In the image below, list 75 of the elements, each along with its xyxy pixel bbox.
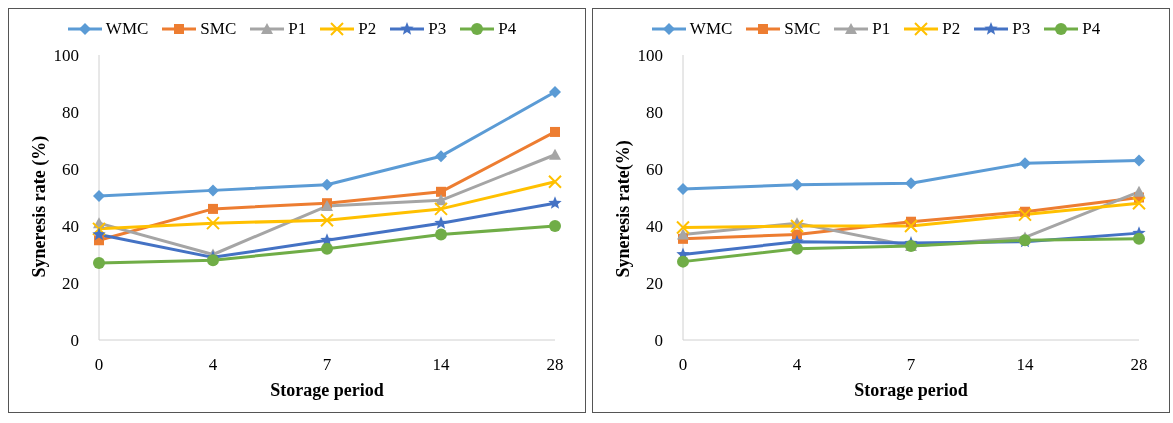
x-axis-title: Storage period: [270, 380, 384, 400]
x-tick-label: 28: [1130, 355, 1148, 375]
legend-label: P3: [428, 19, 447, 39]
y-tick-label: 100: [53, 46, 79, 66]
legend-label: P1: [288, 19, 307, 39]
point: [207, 184, 219, 197]
point: [905, 177, 917, 190]
point: [790, 219, 804, 233]
point: [548, 196, 562, 209]
point: [92, 227, 106, 241]
y-tick-label: 60: [646, 160, 663, 180]
x-axis-title: Storage period: [854, 380, 968, 400]
y-tick-label: 20: [646, 274, 663, 294]
point: [92, 221, 106, 236]
y-tick-label: 20: [62, 274, 79, 294]
point: [677, 228, 689, 240]
point: [677, 182, 689, 195]
x-tick-label: 14: [1016, 355, 1034, 375]
y-tick-label: 80: [62, 103, 79, 123]
point: [1018, 207, 1032, 222]
point: [206, 216, 220, 231]
point: [549, 86, 561, 99]
point: [791, 242, 803, 255]
point: [1132, 196, 1146, 211]
legend-label: P2: [358, 19, 377, 39]
x-tick-label: 14: [432, 355, 450, 375]
y-tick-label: 60: [62, 160, 79, 180]
y-tick-label: 100: [637, 46, 663, 66]
point: [904, 219, 918, 233]
x-tick-label: 28: [546, 355, 564, 375]
point: [436, 186, 446, 197]
point: [435, 228, 447, 241]
y-tick-label: 40: [62, 217, 79, 237]
y-tick-label: 0: [70, 331, 79, 351]
y-tick-label: 40: [646, 217, 663, 237]
point: [549, 148, 561, 160]
x-tick-label: 4: [792, 355, 802, 375]
x-tick-label: 7: [322, 355, 332, 375]
point: [1133, 154, 1145, 167]
point: [434, 201, 448, 216]
point: [677, 255, 689, 268]
legend-label: P4: [498, 19, 517, 39]
y-tick-label: 0: [654, 331, 663, 351]
point: [1133, 232, 1145, 245]
point: [791, 178, 803, 191]
x-tick-label: 0: [94, 355, 104, 375]
point: [321, 178, 333, 191]
point: [208, 203, 218, 214]
point: [320, 213, 334, 228]
point: [549, 220, 561, 232]
legend-label: P2: [942, 19, 961, 39]
legend-label: P4: [1082, 19, 1101, 39]
legend-label: SMC: [200, 19, 237, 39]
x-tick-label: 4: [208, 355, 218, 375]
legend-label: WMC: [105, 19, 149, 39]
point: [676, 220, 690, 235]
legend-label: P3: [1012, 19, 1031, 39]
point: [321, 242, 333, 255]
point: [550, 126, 560, 137]
legend-label: P1: [872, 19, 891, 39]
point: [434, 216, 448, 229]
x-tick-label: 7: [906, 355, 916, 375]
legend-label: WMC: [689, 19, 733, 39]
point: [93, 190, 105, 203]
legend-label: SMC: [784, 19, 821, 39]
point: [93, 257, 105, 270]
x-tick-label: 0: [678, 355, 688, 375]
y-axis-title: Syneresis rate(%): [613, 140, 635, 278]
y-tick-label: 80: [646, 103, 663, 123]
point: [548, 174, 562, 189]
point: [1133, 185, 1145, 197]
point: [435, 150, 447, 163]
y-axis-title: Syneresis rate (%): [29, 135, 51, 278]
point: [207, 254, 219, 267]
point: [1019, 157, 1031, 170]
